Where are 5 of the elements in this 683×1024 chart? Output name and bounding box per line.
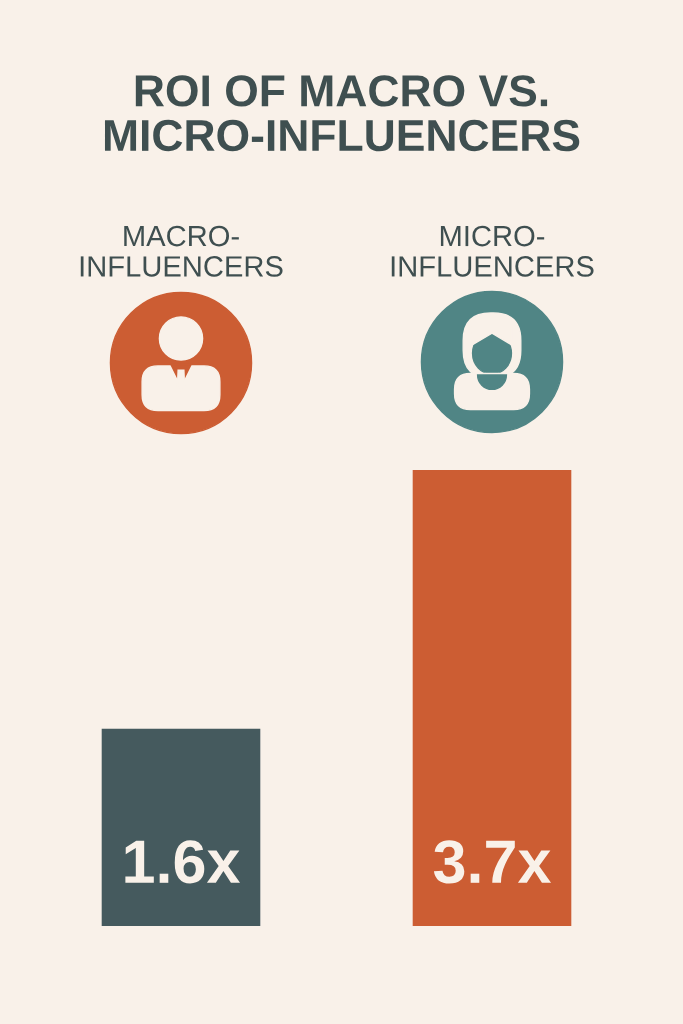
x-tick-label: MACRO- INFLUENCERS [80, 225, 283, 277]
data-label: 1.6x [125, 840, 241, 884]
chart-title: ROI OF MACRO VS. MICRO-INFLUENCERS [104, 75, 580, 152]
data-label: 3.7x [433, 840, 552, 884]
x-tick-label: MICRO- INFLUENCERS [391, 225, 594, 277]
